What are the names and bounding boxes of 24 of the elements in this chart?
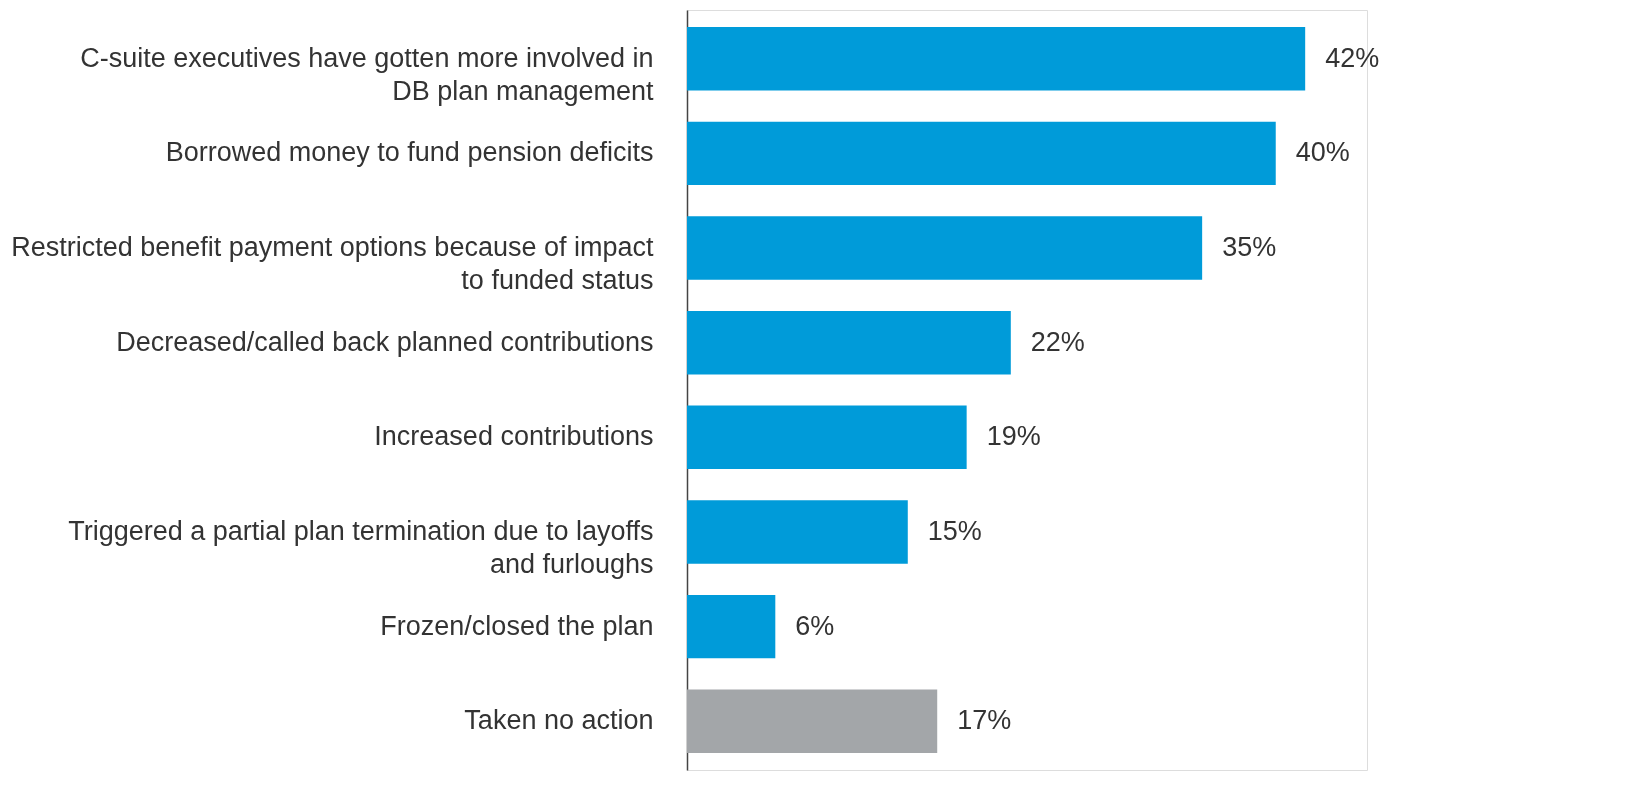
bar [687, 27, 1306, 91]
data-label: 40% [1295, 137, 1350, 168]
y-tick-label: Restricted benefit payment options because of impact to funded status [11, 232, 654, 296]
data-label: 19% [986, 421, 1041, 452]
bar [687, 405, 967, 470]
bar [687, 121, 1276, 186]
y-tick-label: Frozen/closed the plan [380, 610, 654, 641]
data-label: 17% [957, 705, 1012, 736]
bar [687, 689, 938, 753]
data-label: 6% [795, 610, 835, 641]
y-tick-label: Borrowed money to fund pension deficits [165, 137, 654, 168]
bar [687, 216, 1203, 280]
y-tick-label: Decreased/called back planned contributions [116, 326, 654, 357]
data-label: 35% [1222, 232, 1277, 263]
data-label: 15% [927, 515, 982, 546]
data-label: 42% [1325, 42, 1380, 73]
bar [687, 310, 1011, 375]
y-tick-label: Taken no action [464, 705, 654, 736]
y-tick-label: Increased contributions [374, 421, 654, 452]
y-tick-label: C-suite executives have gotten more involved in DB plan management [80, 42, 654, 106]
bar [687, 594, 776, 659]
y-tick-label: Triggered a partial plan termination due to layoffs and furloughs [68, 515, 654, 579]
data-label: 22% [1030, 326, 1085, 357]
bar [687, 500, 908, 564]
